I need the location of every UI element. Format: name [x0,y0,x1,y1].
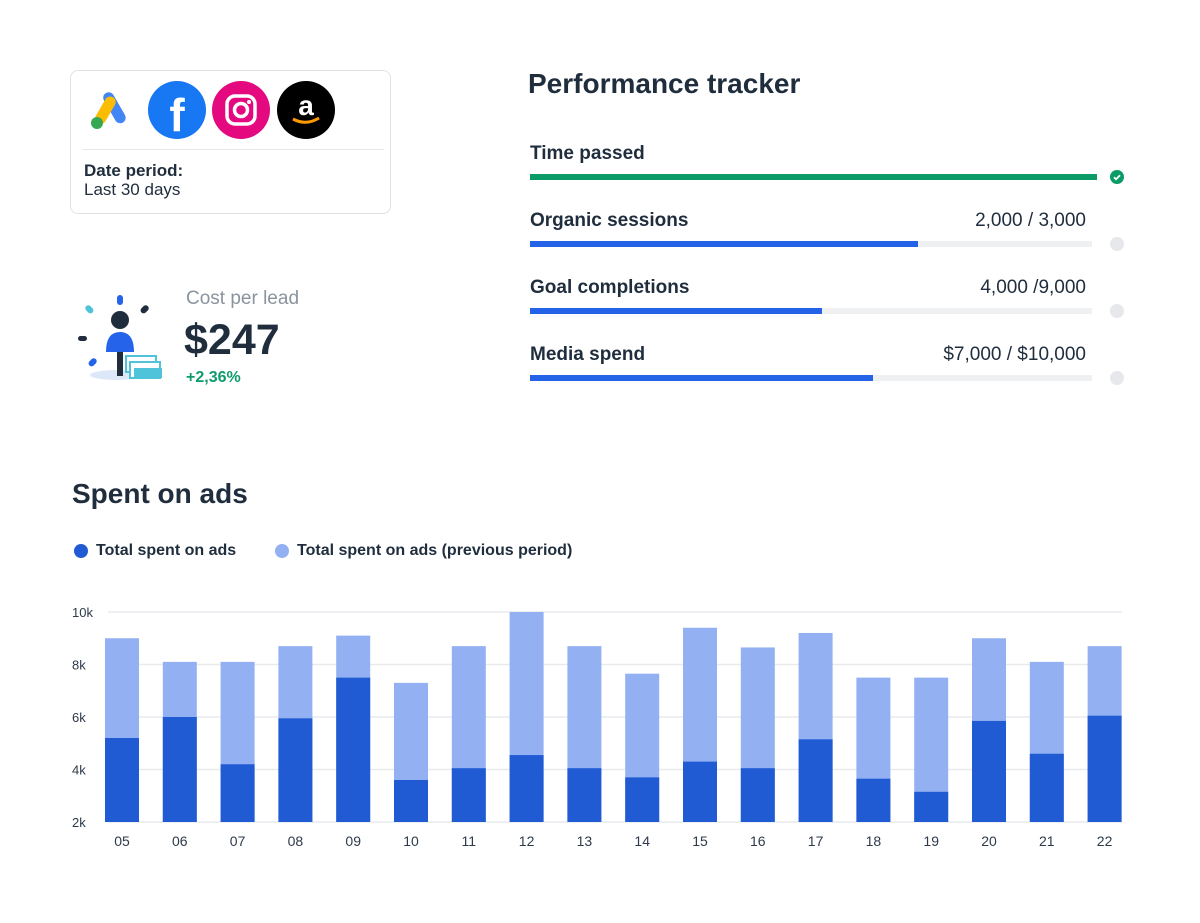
x-tick-label: 05 [114,833,130,849]
bar-current [625,777,660,822]
tracker-row-label: Organic sessions [530,210,689,231]
divider [83,149,384,150]
x-tick-label: 08 [288,833,304,849]
tracker-progress-bar [530,308,1092,314]
bar-current [220,764,255,822]
tracker-row-label: Goal completions [530,277,690,298]
legend-dot-icon [275,544,289,558]
check-circle-icon [1110,170,1124,184]
tracker-row-label: Time passed [530,143,645,164]
bar-current [567,768,602,822]
instagram-icon [212,81,270,139]
y-tick-label: 6k [72,710,86,725]
date-period-label: Date period: [84,161,184,180]
tracker-progress-bar [530,241,1092,247]
tracker-progress-fill [530,241,918,247]
facebook-icon: f [148,81,206,141]
legend-label: Total spent on ads (previous period) [297,542,573,559]
bar-current [451,768,486,822]
tracker-row-value: $7,000 / $10,000 [943,344,1086,365]
x-tick-label: 15 [692,833,708,849]
lead-illustration-icon [76,292,166,389]
bar-current [683,761,717,822]
chart-title: Spent on ads [72,478,248,509]
x-tick-label: 13 [577,833,593,849]
x-tick-label: 16 [750,833,766,849]
x-tick-label: 17 [808,833,824,849]
bar-current [914,791,949,822]
tracker-row-value: 4,000 /9,000 [980,277,1086,298]
x-tick-label: 12 [519,833,535,849]
date-period-value[interactable]: Last 30 days [84,180,181,199]
bar-chart: 2k 4k 6k 8k 10k 05 06 07 08 09 10 11 12 13 14 15 16 17 18 1… [72,605,1122,849]
bar-current [394,780,428,822]
x-tick-label: 14 [634,833,650,849]
x-tick-label: 18 [866,833,882,849]
bar-current [740,768,775,822]
bar-current [105,738,139,822]
tracker-progress-fill [530,308,823,314]
tracker-progress-bar [530,375,1092,381]
x-tick-label: 07 [230,833,246,849]
x-tick-label: 09 [345,833,361,849]
bar-current [278,718,313,822]
bar-current [336,677,371,822]
legend-label: Total spent on ads [96,542,237,559]
tracker-progress-fill [530,375,873,381]
google-ads-icon [83,81,141,139]
cost-per-lead-label: Cost per lead [186,288,300,309]
y-tick-label: 4k [72,763,86,778]
status-dot-icon [1110,304,1124,318]
legend-item-previous[interactable]: Total spent on ads (previous period) [275,542,572,560]
y-tick-label: 10k [72,605,93,620]
x-tick-label: 10 [403,833,419,849]
x-tick-label: 19 [923,833,939,849]
status-dot-icon [1110,371,1124,385]
y-tick-label: 8k [72,658,86,673]
y-tick-label: 2k [72,815,86,830]
sources-card: f a Date period: Last 30 days [70,70,391,214]
x-tick-label: 22 [1097,833,1113,849]
bar-current [162,717,197,822]
cost-per-lead-change: +2,36% [186,369,241,386]
bar-current [509,755,544,822]
bar-current [972,720,1006,822]
bar-current [798,739,833,822]
amazon-icon: a [277,81,335,139]
status-dot-icon [1110,237,1124,251]
x-tick-label: 21 [1039,833,1055,849]
tracker-row-value: 2,000 / 3,000 [975,210,1086,231]
x-tick-label: 06 [172,833,188,849]
x-tick-label: 20 [981,833,997,849]
legend-dot-icon [74,544,88,558]
tracker-title: Performance tracker [528,68,801,99]
tracker-progress-bar [530,174,1097,180]
bar-current [856,778,891,822]
tracker-row-label: Media spend [530,344,646,365]
svg-text:a: a [298,90,314,121]
bar-current [1087,715,1122,822]
legend-item-current[interactable]: Total spent on ads [74,542,236,560]
tracker-progress-fill [530,174,1097,180]
cost-per-lead-value: $247 [184,316,280,364]
bar-current [1029,753,1064,822]
x-tick-label: 11 [462,833,477,849]
